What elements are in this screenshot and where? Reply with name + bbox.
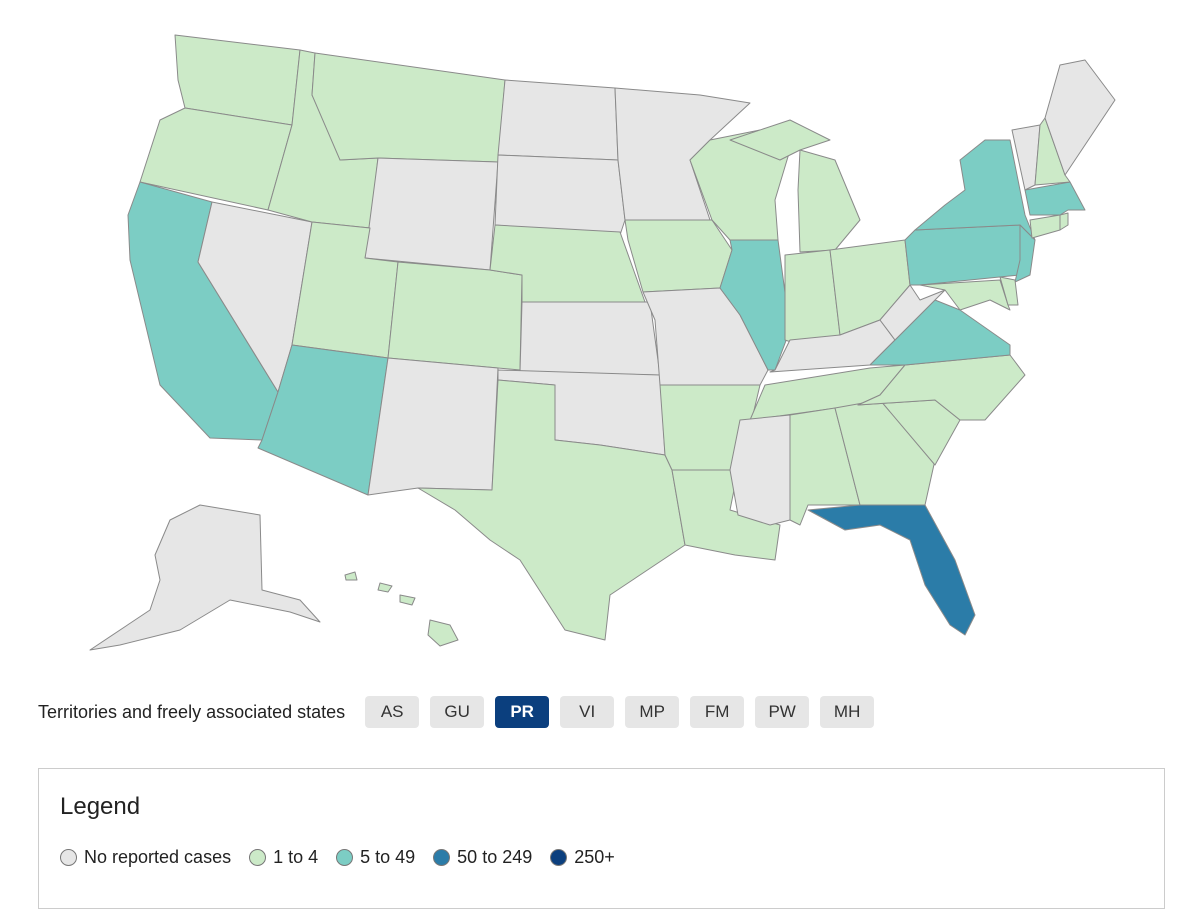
state[interactable] bbox=[719, 239, 791, 371]
legend-item: 5 to 49 bbox=[336, 847, 415, 868]
territories: Territories and freely associated states… bbox=[38, 696, 885, 728]
legend: Legend No reported cases 1 to 4 5 to 49 50 … bbox=[38, 768, 1165, 909]
state[interactable] bbox=[919, 279, 1011, 311]
state[interactable] bbox=[857, 354, 1026, 421]
state[interactable] bbox=[1034, 117, 1071, 186]
legend-item: 250+ bbox=[550, 847, 615, 868]
state[interactable] bbox=[387, 261, 523, 371]
state[interactable] bbox=[139, 107, 293, 211]
state[interactable] bbox=[904, 224, 1031, 286]
territory-button[interactable]: GU bbox=[430, 696, 485, 728]
legend-items: No reported cases 1 to 4 5 to 49 50 to 249 2… bbox=[60, 847, 633, 868]
territory-button[interactable]: MP bbox=[625, 696, 680, 728]
territories-label: Territories and freely associated states bbox=[38, 701, 346, 722]
state[interactable] bbox=[519, 301, 661, 376]
state[interactable] bbox=[417, 379, 686, 641]
state[interactable] bbox=[364, 157, 499, 271]
state[interactable] bbox=[807, 504, 976, 636]
state[interactable] bbox=[729, 414, 791, 526]
legend-item: 50 to 249 bbox=[433, 847, 532, 868]
legend-swatch bbox=[336, 849, 354, 866]
us-map bbox=[89, 34, 1116, 651]
territory-button[interactable]: PW bbox=[755, 696, 810, 728]
state[interactable] bbox=[1044, 59, 1116, 176]
legend-label: 50 to 249 bbox=[457, 847, 533, 867]
legend-label: No reported cases bbox=[84, 847, 232, 867]
legend-item: No reported cases bbox=[60, 847, 231, 868]
state[interactable] bbox=[89, 504, 321, 651]
state[interactable] bbox=[344, 571, 459, 647]
legend-label: 5 to 49 bbox=[360, 847, 416, 867]
state[interactable] bbox=[1024, 181, 1086, 216]
legend-label: 1 to 4 bbox=[273, 847, 319, 867]
state[interactable] bbox=[311, 52, 506, 163]
territory-button[interactable]: VI bbox=[560, 696, 615, 728]
legend-swatch bbox=[60, 849, 77, 866]
territory-button[interactable]: AS bbox=[365, 696, 420, 728]
legend-title: Legend bbox=[60, 793, 141, 820]
territory-button[interactable]: FM bbox=[690, 696, 745, 728]
legend-label: 250+ bbox=[574, 847, 615, 867]
state[interactable] bbox=[497, 79, 619, 161]
legend-swatch bbox=[550, 849, 568, 866]
legend-item: 1 to 4 bbox=[249, 847, 318, 868]
state[interactable] bbox=[1029, 214, 1061, 239]
legend-swatch bbox=[249, 849, 267, 866]
state[interactable] bbox=[367, 357, 499, 496]
state[interactable] bbox=[624, 219, 733, 293]
territory-button[interactable]: PR bbox=[495, 696, 550, 728]
state[interactable] bbox=[494, 154, 626, 236]
state[interactable] bbox=[999, 276, 1019, 306]
legend-swatch bbox=[433, 849, 451, 866]
territory-button[interactable]: MH bbox=[820, 696, 875, 728]
state[interactable] bbox=[1059, 212, 1069, 231]
